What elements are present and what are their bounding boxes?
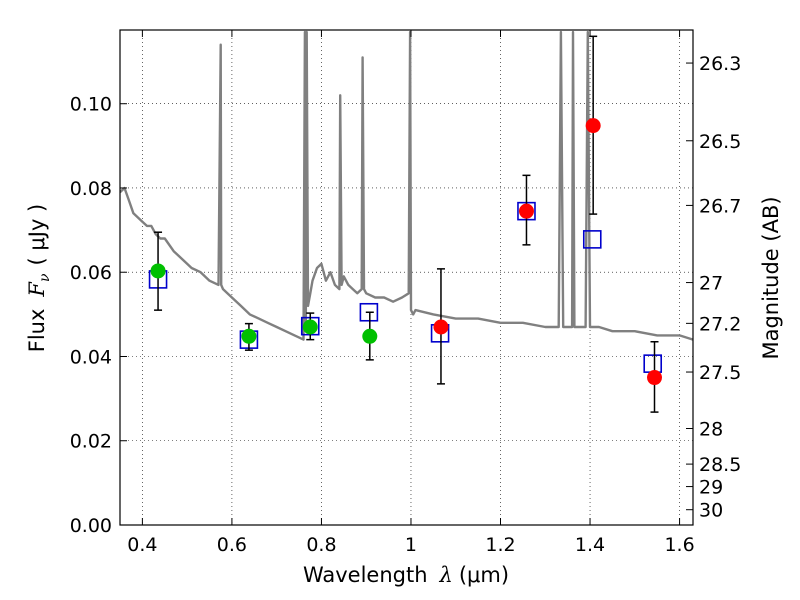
model-flux-square [643, 354, 663, 373]
y2-tick-label: 29 [699, 477, 723, 499]
y-tick-label: 0.00 [70, 515, 112, 537]
green-data-point [150, 263, 166, 279]
x-axis-label: Wavelength λ (μm) [303, 563, 509, 587]
x-axis-ticks: 0.4 0.6 0.8 1 1.2 1.4 1.6 [127, 30, 695, 556]
x-tick-label: 0.6 [217, 534, 247, 556]
red-data-point [647, 370, 663, 386]
model-spectrum [120, 30, 693, 341]
green-data-point [362, 328, 378, 344]
x-tick-label: 1.6 [664, 534, 694, 556]
red-data-point [518, 203, 534, 219]
green-data-point [302, 319, 318, 335]
y-axis-ticks: 0.00 0.02 0.04 0.06 0.08 0.10 [70, 94, 127, 537]
y2-tick-label: 26.7 [699, 195, 741, 217]
x-tick-label: 1 [405, 534, 417, 556]
y2-tick-label: 28 [699, 418, 723, 440]
y-tick-label: 0.10 [70, 94, 112, 116]
photometry-points [148, 35, 663, 413]
y-tick-label: 0.02 [70, 431, 112, 453]
red-data-point [433, 319, 449, 335]
y2-tick-label: 27.5 [699, 362, 741, 384]
model-flux-square [359, 302, 379, 322]
y2-tick-label: 27.2 [699, 313, 741, 335]
y2-tick-label: 27 [699, 273, 723, 295]
y2-tick-label: 30 [699, 500, 723, 522]
y-tick-label: 0.08 [70, 178, 112, 200]
x-tick-label: 1.2 [485, 534, 515, 556]
model-spectrum-line [120, 30, 693, 341]
grid-lines [120, 30, 693, 526]
y2-tick-label: 26.5 [699, 131, 741, 153]
y-tick-label: 0.06 [70, 262, 112, 284]
x-tick-label: 0.8 [306, 534, 336, 556]
model-flux-square [582, 230, 602, 249]
green-data-point [241, 328, 257, 344]
y-tick-label: 0.04 [70, 346, 112, 368]
y2-tick-label: 26.3 [699, 53, 741, 75]
y-axis-label: FluxFν( μJy ) [25, 204, 53, 352]
x-tick-label: 1.4 [575, 534, 605, 556]
x-tick-label: 0.4 [127, 534, 157, 556]
y2-axis-label: Magnitude (AB) [759, 196, 783, 359]
y2-tick-label: 28.5 [699, 454, 741, 476]
plot-frame [119, 29, 694, 526]
red-data-point [585, 118, 601, 134]
